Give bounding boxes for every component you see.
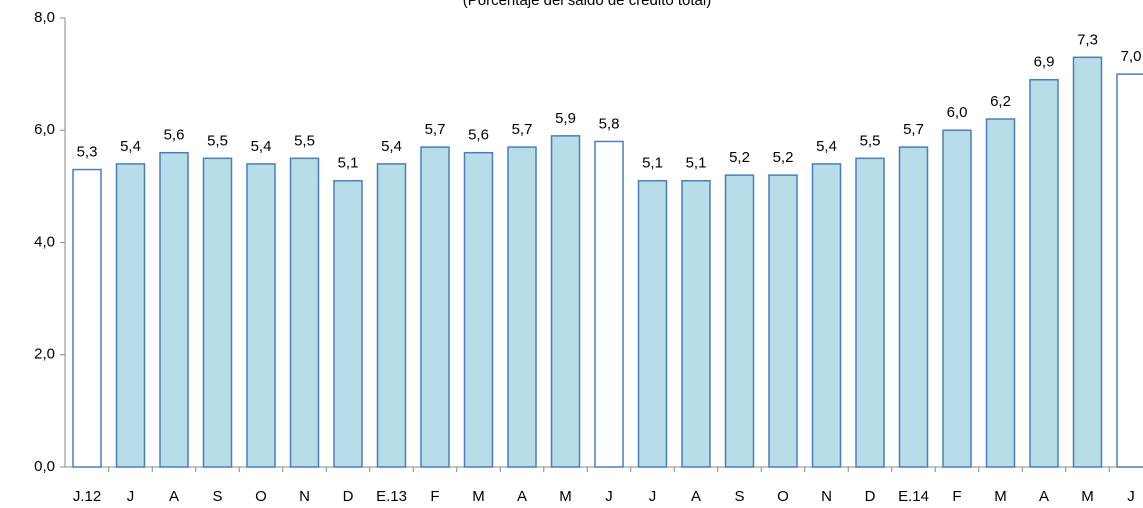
value-label: 5,5 [860, 132, 881, 149]
value-label: 7,3 [1077, 31, 1098, 48]
bar [202, 157, 233, 468]
x-tick-label: E.14 [898, 488, 929, 505]
x-tick-label: N [299, 488, 310, 505]
value-label: 5,7 [903, 121, 924, 138]
value-label: 5,4 [381, 138, 402, 155]
value-label: 7,0 [1121, 48, 1142, 65]
x-tick-label: J [127, 488, 135, 505]
bar [289, 157, 320, 468]
bar [898, 146, 929, 468]
value-label: 5,7 [425, 121, 446, 138]
bar [637, 180, 668, 468]
value-label: 5,6 [468, 127, 489, 144]
bar [115, 163, 146, 468]
x-tick-label: O [255, 488, 267, 505]
bar [550, 135, 581, 468]
value-label: 6,9 [1034, 54, 1055, 71]
y-tick-label: 4,0 [34, 233, 55, 250]
value-label: 6,0 [947, 104, 968, 121]
x-tick-label: A [1039, 488, 1049, 505]
value-label: 5,6 [164, 127, 185, 144]
bar [942, 129, 972, 468]
value-label: 5,4 [120, 138, 141, 155]
x-tick-label: J [1127, 488, 1135, 505]
bar [1029, 78, 1059, 468]
x-tick-label: J.12 [73, 488, 101, 505]
x-tick-label: F [430, 488, 439, 505]
x-tick-label: D [865, 488, 876, 505]
value-label: 5,1 [338, 155, 359, 172]
x-tick-label: M [1081, 488, 1094, 505]
bar [420, 146, 450, 468]
x-tick-label: A [169, 488, 179, 505]
y-tick-label: 8,0 [34, 9, 55, 26]
bar [985, 118, 1016, 468]
x-tick-label: D [343, 488, 354, 505]
bar [159, 151, 189, 468]
x-tick-label: S [212, 488, 222, 505]
x-tick-label: F [952, 488, 961, 505]
value-label: 5,8 [599, 115, 620, 132]
value-label: 5,4 [251, 138, 272, 155]
bar [1116, 73, 1143, 468]
value-label: 5,3 [77, 144, 98, 161]
value-label: 6,2 [990, 93, 1011, 110]
value-label: 5,7 [512, 121, 533, 138]
x-tick-label: S [734, 488, 744, 505]
value-label: 5,4 [816, 138, 837, 155]
bar [768, 174, 798, 468]
x-tick-label: E.13 [376, 488, 407, 505]
x-tick-label: M [559, 488, 572, 505]
bar [507, 146, 537, 468]
y-tick-label: 6,0 [34, 121, 55, 138]
value-label: 5,5 [207, 132, 228, 149]
value-label: 5,5 [294, 132, 315, 149]
x-tick-label: J [605, 488, 613, 505]
bar [72, 168, 102, 468]
value-label: 5,2 [773, 149, 794, 166]
value-label: 5,1 [642, 155, 663, 172]
x-tick-label: M [472, 488, 485, 505]
x-tick-label: N [821, 488, 832, 505]
bar [594, 140, 624, 468]
bar [811, 163, 842, 468]
y-tick-label: 2,0 [34, 346, 55, 363]
bar [246, 163, 276, 468]
value-label: 5,9 [555, 110, 576, 127]
y-tick-label: 0,0 [34, 458, 55, 475]
bar [724, 174, 755, 468]
bar [376, 163, 407, 468]
bar [1072, 56, 1103, 468]
x-tick-label: J [649, 488, 657, 505]
value-label: 5,2 [729, 149, 750, 166]
x-tick-label: O [777, 488, 789, 505]
x-tick-label: A [517, 488, 527, 505]
bar [855, 157, 885, 468]
bar [463, 151, 494, 468]
chart-subtitle: (Porcentaje del saldo de crédito total) [463, 0, 711, 9]
x-tick-label: A [691, 488, 701, 505]
value-label: 5,1 [686, 155, 707, 172]
bar [333, 180, 363, 468]
x-tick-label: M [994, 488, 1007, 505]
bar [681, 180, 711, 468]
